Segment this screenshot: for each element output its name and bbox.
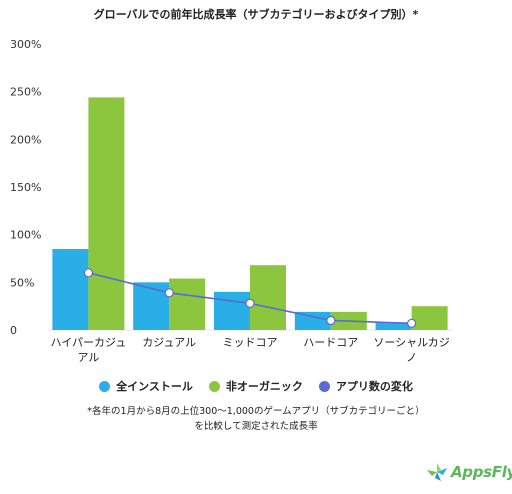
y-tick-label: 300% [10,38,41,51]
legend: 全インストール 非オーガニック アプリ数の変化 [0,378,512,394]
y-tick-label: 250% [10,86,41,99]
line-point [245,298,255,308]
bar-non-organic [411,306,448,330]
appsflyer-logo-icon [427,463,447,481]
footnote: *各年の1月から8月の上位300〜1,000のゲームアプリ（サブカテゴリーごと）… [0,404,512,434]
y-tick-label: 0 [10,324,17,337]
y-axis: 0 50% 100% 150% 200% 250% 300% [10,38,41,337]
x-axis: ハイパーカジュアル カジュアル ミッドコア ハードコア ソーシャルカジノ [51,336,450,364]
line-point [326,315,336,326]
bars-group [52,97,448,331]
legend-swatch [208,380,220,392]
brand-name: AppsFlyer [451,463,512,481]
x-tick-label: ミッドコア [223,336,278,349]
legend-label: アプリ数の変化 [335,380,413,393]
y-tick-label: 200% [10,133,41,146]
bar-chart: 0 50% 100% 150% 200% 250% 300% ハイパーカジュアル カジュアル ミ… [10,38,452,364]
y-tick-label: 100% [10,229,41,242]
legend-label: 全インストール [116,380,193,393]
line-point [407,318,417,328]
legend-item-app-count-change: アプリ数の変化 [318,378,413,394]
x-tick-label: ハイパーカジュアル [51,336,127,364]
line-point [83,268,94,278]
bar-all-installs [214,291,250,330]
line-series [83,268,417,328]
x-tick-label: ハードコア [303,336,358,349]
bar-all-installs [294,311,331,330]
y-tick-label: 50% [10,276,34,289]
x-tick-label: カジュアル [142,336,196,349]
bar-non-organic [169,278,206,330]
legend-swatch [318,380,330,392]
bar-all-installs [52,248,89,330]
line-point [164,288,174,298]
legend-label: 非オーガニック [225,380,303,393]
appsflyer-logo: AppsFlyer [426,462,512,482]
bar-non-organic [88,97,125,331]
chart-title: グローバルでの前年比成長率（サブカテゴリーおよびタイプ別）* [93,8,419,21]
legend-item-all-installs: 全インストール [99,378,193,394]
footnote-line: *各年の1月から8月の上位300〜1,000のゲームアプリ（サブカテゴリーごと） [87,406,425,417]
legend-swatch [99,380,111,392]
footnote-line: を比較して測定された成長率 [194,421,318,432]
legend-item-non-organic: 非オーガニック [208,378,303,394]
y-tick-label: 150% [10,181,41,194]
bar-all-installs [133,282,170,330]
x-tick-label: ソーシャルカジノ [373,336,449,364]
bar-all-installs [375,322,412,330]
bar-non-organic [250,265,286,330]
